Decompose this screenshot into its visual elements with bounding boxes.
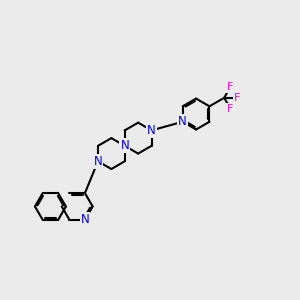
Text: N: N xyxy=(178,115,187,128)
Text: N: N xyxy=(81,213,89,226)
Text: F: F xyxy=(227,103,234,114)
Text: N: N xyxy=(147,124,156,137)
Text: N: N xyxy=(120,139,129,152)
Text: F: F xyxy=(227,82,234,92)
Text: N: N xyxy=(94,155,102,168)
Text: F: F xyxy=(233,93,240,103)
